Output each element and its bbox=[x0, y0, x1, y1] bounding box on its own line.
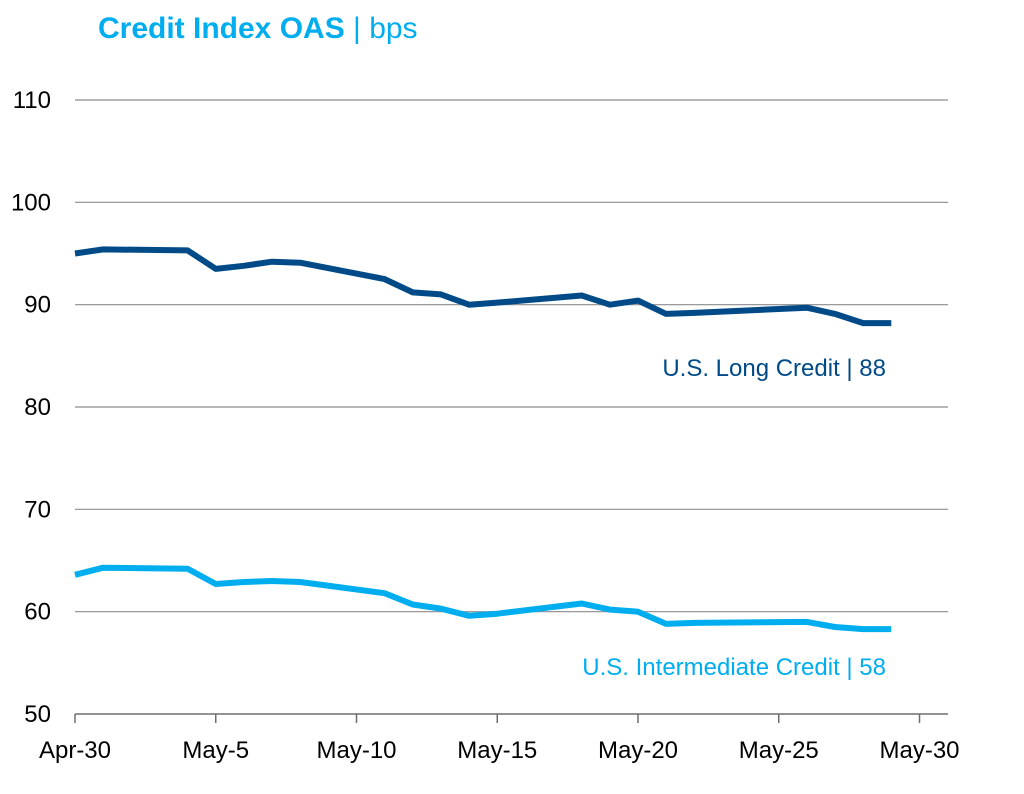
y-tick-label-100: 100 bbox=[11, 189, 51, 216]
chart-title-unit: | bps bbox=[344, 12, 418, 45]
y-tick-label-110: 110 bbox=[13, 87, 51, 114]
x-tick-label-May-10: May-10 bbox=[316, 737, 396, 764]
x-axis-tick-labels: Apr-30 May-5 May-10 May-15 May-20 May-25 May-3… bbox=[39, 737, 960, 764]
series-label-long: U.S. Long Credit | 88 bbox=[662, 355, 886, 382]
y-axis-tick-labels: 50 60 70 80 90 100 110 bbox=[11, 87, 51, 728]
y-tick-label-50: 50 bbox=[24, 701, 51, 728]
gridlines bbox=[75, 99, 948, 613]
x-tick-label-May-25: May-25 bbox=[739, 737, 819, 764]
x-tick-label-May-20: May-20 bbox=[598, 737, 678, 764]
x-tick-label-May-30: May-30 bbox=[879, 737, 959, 764]
y-tick-label-60: 60 bbox=[24, 599, 51, 626]
series-lines bbox=[74, 246, 892, 633]
x-axis bbox=[74, 713, 948, 723]
chart-title-unit-text: bps bbox=[369, 12, 418, 45]
chart-title-main: Credit Index OAS bbox=[98, 12, 345, 45]
x-tick-label-Apr-30: Apr-30 bbox=[39, 737, 111, 764]
series-line-intermediate bbox=[74, 564, 892, 633]
y-tick-label-70: 70 bbox=[24, 496, 51, 523]
series-label-intermediate: U.S. Intermediate Credit | 58 bbox=[582, 654, 886, 681]
y-tick-label-90: 90 bbox=[24, 292, 51, 319]
series-labels: U.S. Long Credit | 88 U.S. Intermediate C… bbox=[582, 355, 886, 681]
series-line-long bbox=[74, 246, 892, 327]
y-tick-label-80: 80 bbox=[24, 394, 51, 421]
x-tick-label-May-15: May-15 bbox=[457, 737, 537, 764]
x-tick-label-May-5: May-5 bbox=[182, 737, 249, 764]
chart-title: Credit Index OAS | bps bbox=[98, 12, 418, 46]
